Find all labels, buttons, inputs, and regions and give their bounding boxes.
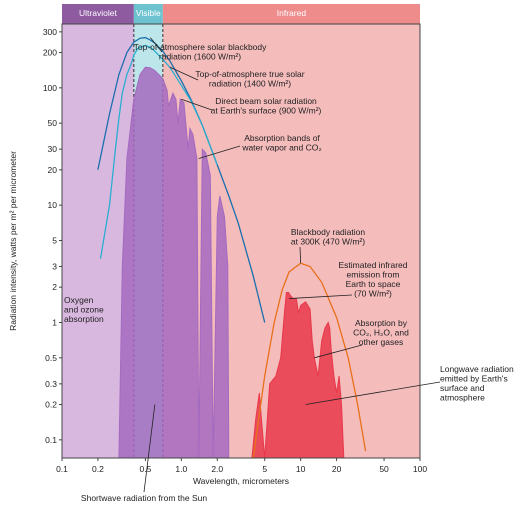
annotation-8-leader xyxy=(305,381,441,405)
band-header-visible xyxy=(133,4,163,24)
series-line-4 xyxy=(252,262,367,459)
y-tick-label-9: 2 xyxy=(52,282,57,292)
y-tick-label-4: 30 xyxy=(48,144,58,154)
annotation-0: Top-of-atmosphere solar blackbodyradiati… xyxy=(134,37,268,62)
y-tick-label-12: 0.3 xyxy=(45,379,57,389)
x-tick-label-3: 1.0 xyxy=(175,464,187,474)
series-area-2 xyxy=(118,66,230,459)
y-tick-label-1: 200 xyxy=(43,48,57,58)
annotation-5-leader xyxy=(289,294,353,299)
x-tick-label-1: 0.2 xyxy=(92,464,104,474)
annotation-8-line-1: emitted by Earth's xyxy=(440,374,508,384)
annotation-9-leader xyxy=(143,404,156,493)
x-tick-label-5: 5 xyxy=(262,464,267,474)
annotation-1-line-1: radiation (1400 W/m²) xyxy=(209,79,291,89)
x-tick-label-9: 100 xyxy=(413,464,427,474)
series-line-1 xyxy=(99,44,218,259)
y-tick-label-14: 0.1 xyxy=(45,435,57,445)
annotation-0-line-0: Top-of-atmosphere solar blackbody xyxy=(134,42,268,52)
y-axis-label: Radiation intensity, watts per m² per mi… xyxy=(8,151,18,331)
x-tick-label-7: 20 xyxy=(332,464,342,474)
plot-frame xyxy=(61,23,421,459)
axes: 300 200 100 50 30 20 10 5 3 2 1 0.5 0.3 0.2 0.1 0.1 0.2 0… xyxy=(8,23,427,486)
band-label-infrared: Infrared xyxy=(277,8,307,18)
y-tick-label-7: 5 xyxy=(52,235,57,245)
y-tick-label-6: 10 xyxy=(48,200,58,210)
annotation-0-line-1: radiation (1600 W/m²) xyxy=(159,52,241,62)
annotation-6-line-2: other gases xyxy=(359,337,403,347)
annotation-9-line-0: Shortwave radiation from the Sun xyxy=(81,493,207,503)
annotation-7-line-0: Oxygen xyxy=(64,295,94,305)
annotation-4-line-0: Blackbody radiation xyxy=(291,227,365,237)
band-label-visible: Visible xyxy=(136,8,161,18)
annotation-7-line-2: absorption xyxy=(64,314,104,324)
annotation-2-leader xyxy=(181,98,213,111)
annotation-8-line-3: atmosphere xyxy=(440,393,485,403)
series-area-3 xyxy=(251,292,345,459)
annotation-1-line-0: Top-of-atmosphere true solar xyxy=(195,69,304,79)
y-tick-label-0: 300 xyxy=(43,27,57,37)
series-line-0 xyxy=(97,36,266,323)
x-tick-label-8: 50 xyxy=(379,464,389,474)
y-tick-label-8: 3 xyxy=(52,262,57,272)
annotation-9: Shortwave radiation from the Sun xyxy=(81,404,207,503)
annotation-4-line-1: at 300K (470 W/m²) xyxy=(291,237,365,247)
x-tick-label-4: 2.0 xyxy=(211,464,223,474)
annotation-6-leader xyxy=(314,344,363,359)
annotation-2-line-0: Direct beam solar radiation xyxy=(215,96,317,106)
band-label-ultraviolet: Ultraviolet xyxy=(79,8,117,18)
x-tick-label-0: 0.1 xyxy=(56,464,68,474)
y-tick-label-2: 100 xyxy=(43,83,57,93)
annotation-6-line-1: CO₂, H₂O, and xyxy=(353,328,409,338)
annotation-5-line-1: emission from xyxy=(347,270,400,280)
annotation-5-line-3: (70 W/m²) xyxy=(354,289,392,299)
x-axis-label: Wavelength, micrometers xyxy=(193,476,289,486)
annotation-0-leader xyxy=(150,37,163,53)
band-header-ultraviolet xyxy=(62,4,134,24)
annotation-6-line-0: Absorption by xyxy=(355,318,408,328)
annotation-1-leader xyxy=(169,66,199,81)
y-tick-label-13: 0.2 xyxy=(45,400,57,410)
annotation-3-line-1: water vapor and CO₂ xyxy=(241,143,321,153)
annotation-8-line-2: surface and xyxy=(440,383,485,393)
annotation-4-leader xyxy=(299,246,302,264)
annotation-2-line-1: at Earth's surface (900 W/m²) xyxy=(211,106,322,116)
data-series xyxy=(97,36,367,459)
annotation-3-line-0: Absorption bands of xyxy=(244,133,320,143)
y-tick-label-10: 1 xyxy=(52,317,57,327)
y-tick-label-5: 20 xyxy=(48,165,58,175)
annotation-7-line-1: and ozone xyxy=(64,305,104,315)
x-tick-label-2: 0.5 xyxy=(139,464,151,474)
x-tick-label-6: 10 xyxy=(296,464,306,474)
annotation-8-line-0: Longwave radiation xyxy=(440,364,514,374)
annotation-5-line-0: Estimated infrared xyxy=(339,260,408,270)
annotations: Top-of-atmosphere solar blackbodyradiati… xyxy=(64,37,514,503)
y-tick-label-11: 0.5 xyxy=(45,353,57,363)
band-header-infrared xyxy=(162,4,420,24)
annotation-5-line-2: Earth to space xyxy=(346,279,401,289)
y-tick-label-3: 50 xyxy=(48,118,58,128)
annotation-3-leader xyxy=(198,145,241,159)
